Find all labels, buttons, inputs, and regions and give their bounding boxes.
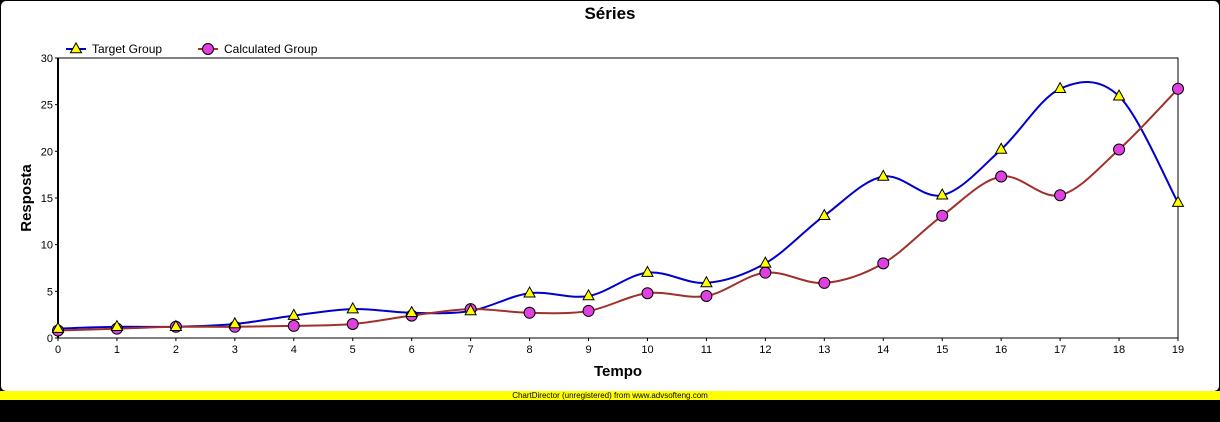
legend-label: Target Group <box>92 42 162 56</box>
target-group-marker <box>110 319 124 332</box>
target-group-marker <box>464 303 477 316</box>
x-tick-label: 16 <box>995 344 1007 356</box>
calculated-group-marker <box>759 266 772 279</box>
y-tick-label: 5 <box>47 286 53 298</box>
target-group-marker <box>51 321 65 333</box>
x-tick-label: 8 <box>527 344 533 356</box>
target-group-marker <box>582 288 595 301</box>
target-group-marker <box>817 208 831 220</box>
legend-triangle-icon <box>69 41 83 54</box>
y-tick-label: 15 <box>41 193 53 205</box>
target-group-marker <box>228 316 242 329</box>
series-markers <box>51 81 1185 337</box>
calculated-group-marker <box>346 318 359 330</box>
x-tick-label: 17 <box>1054 344 1066 356</box>
y-tick-label: 30 <box>41 53 53 65</box>
target-group-marker <box>935 188 949 200</box>
x-tick-label: 2 <box>173 344 179 356</box>
calculated-group-marker <box>818 276 831 289</box>
calculated-group-marker <box>582 304 595 317</box>
target-group-marker <box>876 169 890 181</box>
x-tick-label: 9 <box>585 344 591 356</box>
calculated-group-marker <box>936 209 949 222</box>
target-group-marker <box>641 265 654 277</box>
watermark-banner: ChartDirector (unregistered) from www.ad… <box>0 391 1220 400</box>
target-group-marker <box>1112 89 1126 101</box>
x-tick-label: 6 <box>409 344 415 356</box>
target-group-marker <box>759 256 772 268</box>
target-group-marker <box>169 319 183 332</box>
calculated-group-marker <box>1054 189 1067 202</box>
legend-label: Calculated Group <box>224 42 318 56</box>
target-group-marker <box>1171 195 1185 207</box>
target-group-marker <box>700 275 713 288</box>
y-tick-label: 10 <box>41 240 53 252</box>
calculated-group-marker <box>700 290 713 302</box>
x-tick-label: 15 <box>936 344 948 356</box>
x-tick-label: 12 <box>759 344 771 356</box>
calculated-group-marker <box>523 306 536 319</box>
x-tick-label: 1 <box>114 344 120 356</box>
target-group-marker <box>287 308 301 320</box>
y-tick-label: 20 <box>41 146 53 158</box>
x-tick-label: 18 <box>1113 344 1125 356</box>
x-tick-label: 10 <box>641 344 653 356</box>
calculated-group-marker <box>1172 82 1184 95</box>
x-tick-label: 19 <box>1172 344 1184 356</box>
bottom-bar <box>0 400 1220 422</box>
plot-area <box>57 57 1179 339</box>
x-tick-label: 11 <box>701 344 712 356</box>
calculated-group-marker <box>995 170 1008 183</box>
target-group-marker <box>346 301 360 314</box>
y-tick-label: 0 <box>47 333 53 345</box>
y-axis-label: Resposta <box>18 164 35 232</box>
target-group-marker <box>994 142 1008 154</box>
x-tick-label: 0 <box>55 344 61 356</box>
calculated-group-marker <box>287 319 300 332</box>
calculated-group-marker <box>877 257 890 270</box>
legend-circle-icon <box>202 43 214 55</box>
calculated-group-marker <box>641 287 654 300</box>
y-tick-label: 25 <box>41 100 53 112</box>
x-axis-label: Tempo <box>594 363 642 380</box>
x-tick-label: 13 <box>818 344 830 356</box>
x-tick-label: 3 <box>232 344 238 356</box>
legend: Target Group Calculated Group <box>66 41 318 56</box>
plot-border <box>57 57 1179 339</box>
target-group-marker <box>1053 81 1067 94</box>
target-group-marker <box>523 286 536 298</box>
chart-title: Séries <box>584 4 635 23</box>
target-group-marker <box>405 305 419 318</box>
calculated-group-marker <box>1113 143 1126 156</box>
x-tick-label: 14 <box>877 344 889 356</box>
x-tick-label: 4 <box>291 344 297 356</box>
x-tick-label: 5 <box>350 344 356 356</box>
x-tick-label: 7 <box>468 344 474 356</box>
